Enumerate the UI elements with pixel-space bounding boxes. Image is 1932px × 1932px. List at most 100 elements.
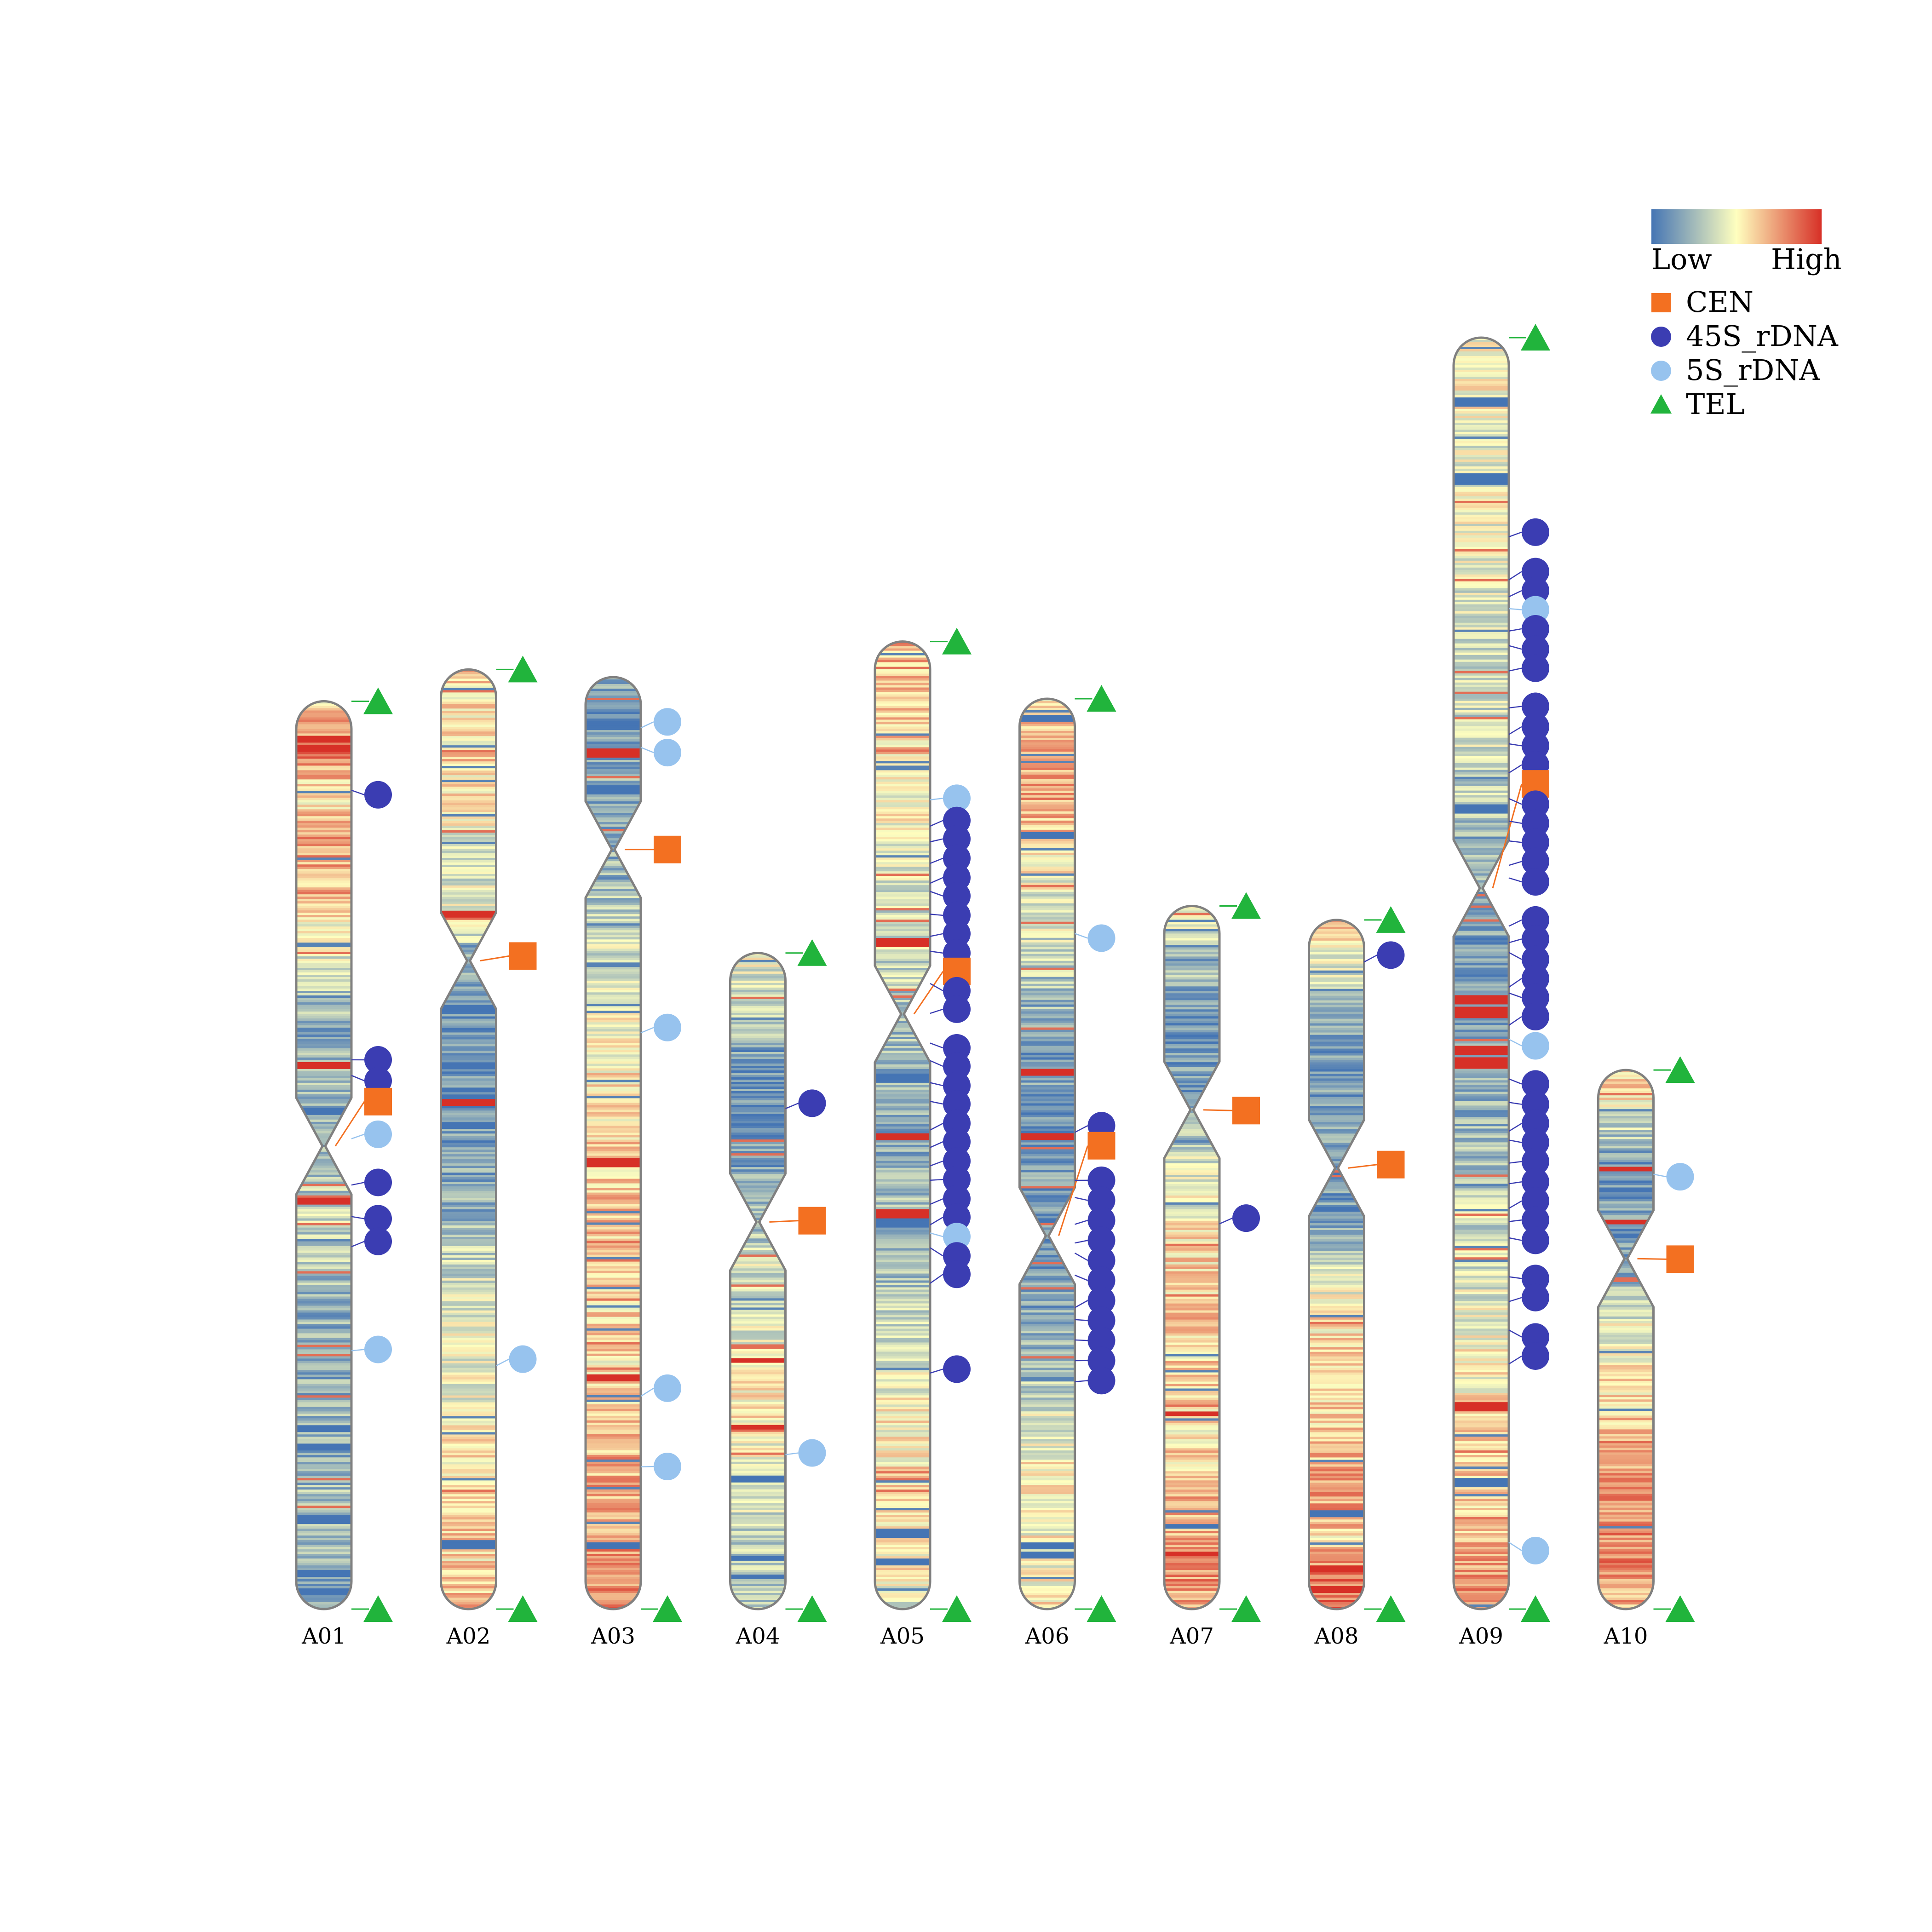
density-band bbox=[441, 1046, 496, 1049]
density-band bbox=[1598, 1461, 1654, 1465]
density-band bbox=[1454, 1545, 1509, 1547]
density-band bbox=[1454, 730, 1509, 734]
density-band bbox=[730, 1289, 786, 1292]
chromosome-label-a08: A08 bbox=[1314, 1623, 1359, 1649]
density-band bbox=[586, 1153, 641, 1156]
density-band bbox=[875, 862, 930, 865]
density-band bbox=[586, 880, 641, 883]
density-band bbox=[730, 1558, 786, 1561]
density-band bbox=[730, 1551, 786, 1554]
density-band bbox=[1019, 843, 1075, 846]
density-band bbox=[586, 1349, 641, 1352]
density-band bbox=[1019, 788, 1075, 791]
density-band bbox=[1598, 1358, 1654, 1361]
density-band bbox=[875, 1372, 930, 1375]
density-band bbox=[1164, 1450, 1219, 1454]
density-band bbox=[296, 1501, 351, 1504]
density-band bbox=[1164, 1071, 1219, 1074]
rdna-leader-line bbox=[1653, 1173, 1667, 1178]
density-band bbox=[1019, 1236, 1075, 1240]
density-band bbox=[586, 916, 641, 920]
density-band bbox=[1598, 1606, 1654, 1610]
density-band bbox=[296, 807, 351, 810]
rdna-5s-circle-icon bbox=[654, 1453, 681, 1481]
density-band bbox=[1454, 512, 1509, 515]
density-band bbox=[586, 1181, 641, 1184]
density-band bbox=[296, 899, 351, 902]
density-band bbox=[1164, 1563, 1219, 1566]
density-band bbox=[1454, 1092, 1509, 1095]
density-band bbox=[1309, 1225, 1364, 1228]
density-band bbox=[586, 1468, 641, 1472]
marker-tel bbox=[351, 687, 393, 714]
density-band bbox=[1019, 1358, 1075, 1362]
density-band bbox=[1019, 1402, 1075, 1405]
density-band bbox=[441, 920, 496, 923]
density-band bbox=[1164, 995, 1219, 999]
density-band bbox=[586, 978, 641, 982]
density-band bbox=[1598, 1547, 1654, 1550]
density-band bbox=[1309, 1262, 1364, 1265]
density-band bbox=[1454, 645, 1509, 649]
density-band bbox=[1309, 1062, 1364, 1065]
density-band bbox=[875, 731, 930, 734]
density-band bbox=[1454, 583, 1509, 586]
density-band bbox=[1598, 1162, 1654, 1165]
rdna-leader-line bbox=[930, 1122, 943, 1131]
density-band bbox=[1019, 1246, 1075, 1249]
density-band bbox=[730, 973, 786, 977]
density-band bbox=[730, 1144, 786, 1147]
density-band bbox=[1309, 1285, 1364, 1288]
density-band bbox=[1309, 1044, 1364, 1047]
density-band bbox=[1019, 827, 1075, 830]
density-band bbox=[1164, 1094, 1219, 1097]
density-band bbox=[441, 880, 496, 884]
density-band bbox=[1019, 1089, 1075, 1092]
density-band bbox=[586, 1036, 641, 1039]
density-band bbox=[1454, 1266, 1509, 1270]
density-band bbox=[1454, 956, 1509, 959]
density-band bbox=[1454, 1395, 1509, 1398]
density-band bbox=[586, 686, 641, 689]
density-band bbox=[1454, 1404, 1509, 1407]
marker-45s-rdna bbox=[1075, 1306, 1116, 1334]
density-band bbox=[296, 1039, 351, 1042]
density-band bbox=[1164, 1381, 1219, 1385]
density-band bbox=[441, 1282, 496, 1286]
density-band bbox=[441, 1189, 496, 1191]
density-band bbox=[1019, 1158, 1075, 1162]
density-band bbox=[1598, 1468, 1654, 1472]
rdna-leader-line bbox=[351, 1241, 365, 1248]
density-band bbox=[296, 855, 351, 858]
density-band bbox=[1164, 1149, 1219, 1152]
rdna-leader-line bbox=[1508, 628, 1522, 632]
rdna-45s-circle-icon bbox=[1522, 577, 1549, 605]
density-band bbox=[875, 1301, 930, 1304]
density-band bbox=[1598, 1526, 1654, 1529]
density-band bbox=[586, 930, 641, 933]
density-band bbox=[875, 1227, 930, 1230]
density-band bbox=[875, 1264, 930, 1267]
density-band bbox=[1454, 728, 1509, 731]
density-band bbox=[1309, 1143, 1364, 1146]
density-band bbox=[1019, 1496, 1075, 1499]
density-band bbox=[875, 1308, 930, 1311]
density-band bbox=[875, 1011, 930, 1014]
density-band bbox=[730, 1537, 786, 1541]
density-band bbox=[296, 1374, 351, 1378]
density-band bbox=[1309, 968, 1364, 971]
density-band bbox=[1164, 1540, 1219, 1543]
density-band bbox=[875, 1547, 930, 1550]
density-band bbox=[730, 1222, 786, 1225]
density-band bbox=[1309, 1076, 1364, 1079]
density-band bbox=[1164, 1319, 1219, 1322]
density-band bbox=[296, 860, 351, 863]
density-band bbox=[1019, 1598, 1075, 1600]
density-band bbox=[296, 782, 351, 785]
density-band bbox=[1019, 1156, 1075, 1159]
density-band bbox=[1598, 1187, 1654, 1190]
density-band bbox=[730, 987, 786, 990]
density-band bbox=[1598, 1307, 1654, 1310]
density-band bbox=[586, 946, 641, 949]
density-band bbox=[1454, 1048, 1509, 1051]
